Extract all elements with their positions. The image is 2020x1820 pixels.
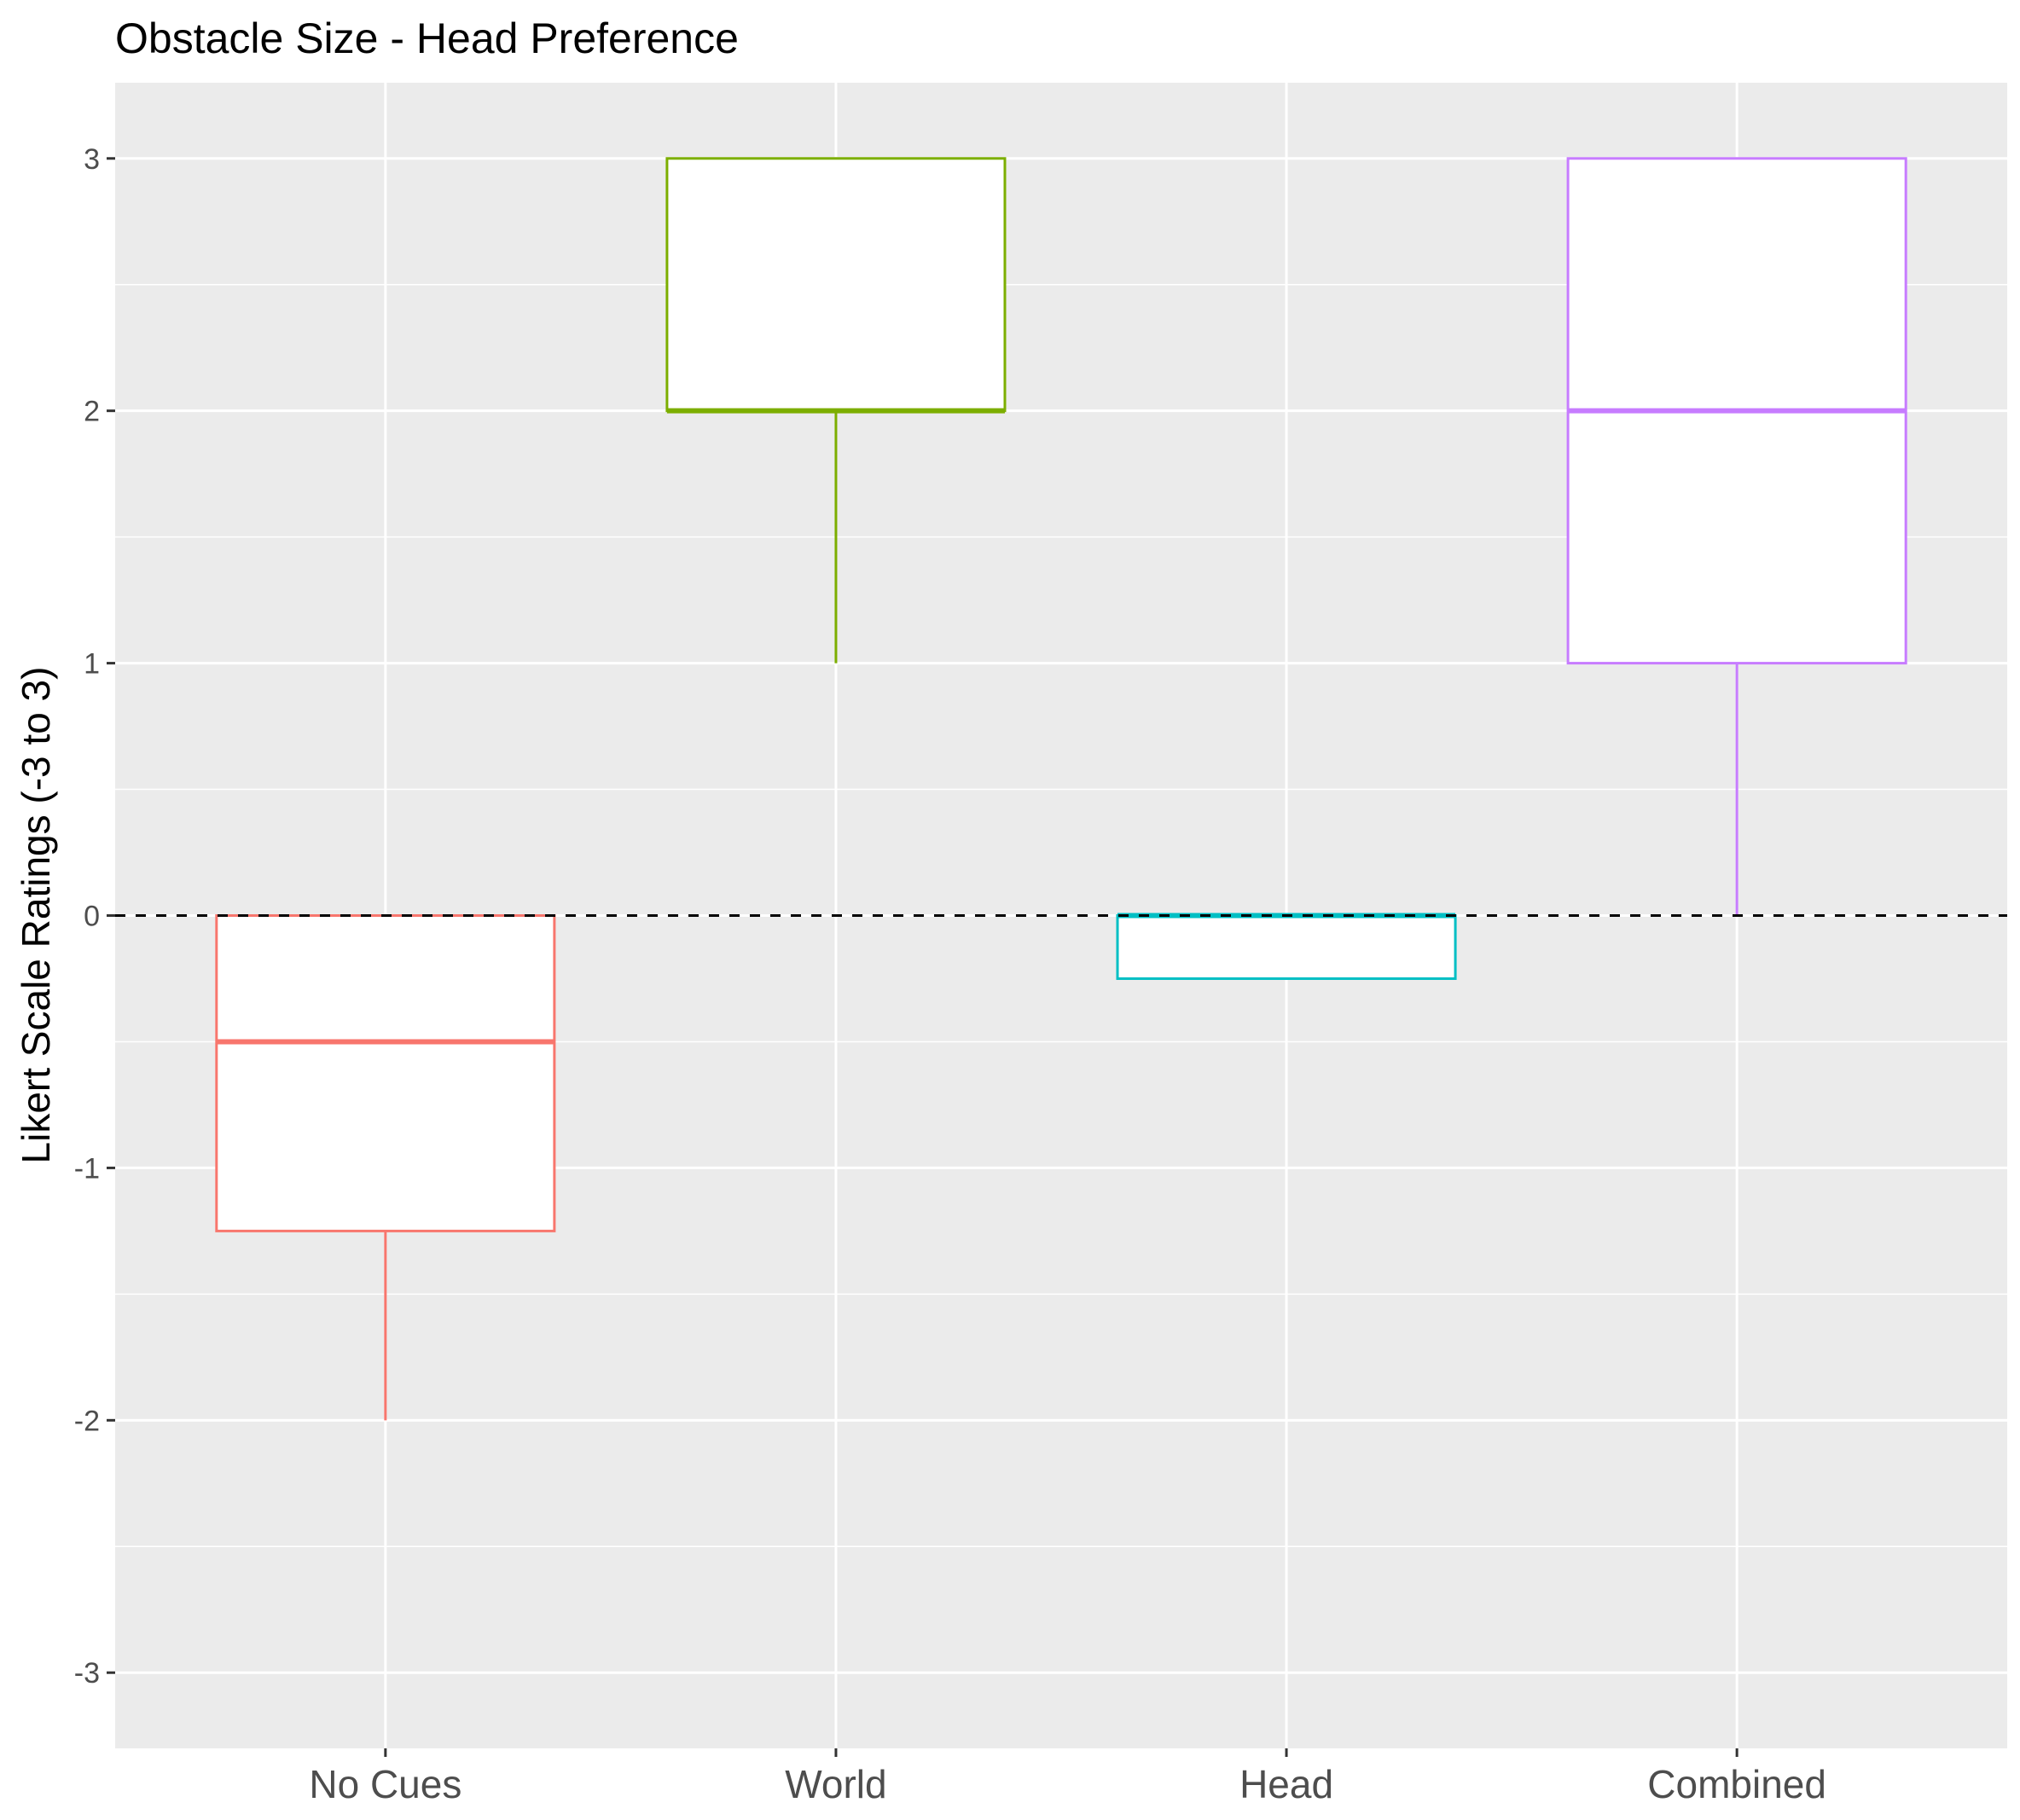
box-combined xyxy=(1566,157,1907,916)
y-tick-label: 0 xyxy=(84,901,100,933)
box-world xyxy=(665,157,1007,664)
x-tick-label: No Cues xyxy=(309,1762,461,1806)
box-body xyxy=(1116,914,1457,980)
y-tick-label: 1 xyxy=(84,648,100,681)
y-tick-label: -1 xyxy=(74,1152,100,1185)
x-tick-label: Head xyxy=(1239,1762,1333,1806)
y-tick-label: 3 xyxy=(84,143,100,176)
box-head xyxy=(1116,913,1457,980)
y-tick-label: -3 xyxy=(74,1657,100,1690)
y-axis-ticks: -3 -2 -1 0 1 2 3 xyxy=(74,143,115,1690)
boxes-layer xyxy=(215,157,1907,1421)
box-no-cues xyxy=(215,914,556,1421)
y-axis-label: Likert Scale Ratings (-3 to 3) xyxy=(14,667,58,1164)
y-tick-label: -2 xyxy=(74,1405,100,1437)
x-axis-ticks: No Cues World Head Combined xyxy=(309,1748,1826,1806)
chart-title: Obstacle Size - Head Preference xyxy=(115,14,739,62)
box-body xyxy=(665,157,1007,413)
x-tick-label: Combined xyxy=(1647,1762,1826,1806)
x-tick-label: World xyxy=(785,1762,886,1806)
y-tick-label: 2 xyxy=(84,396,100,428)
box-body xyxy=(215,914,556,1232)
